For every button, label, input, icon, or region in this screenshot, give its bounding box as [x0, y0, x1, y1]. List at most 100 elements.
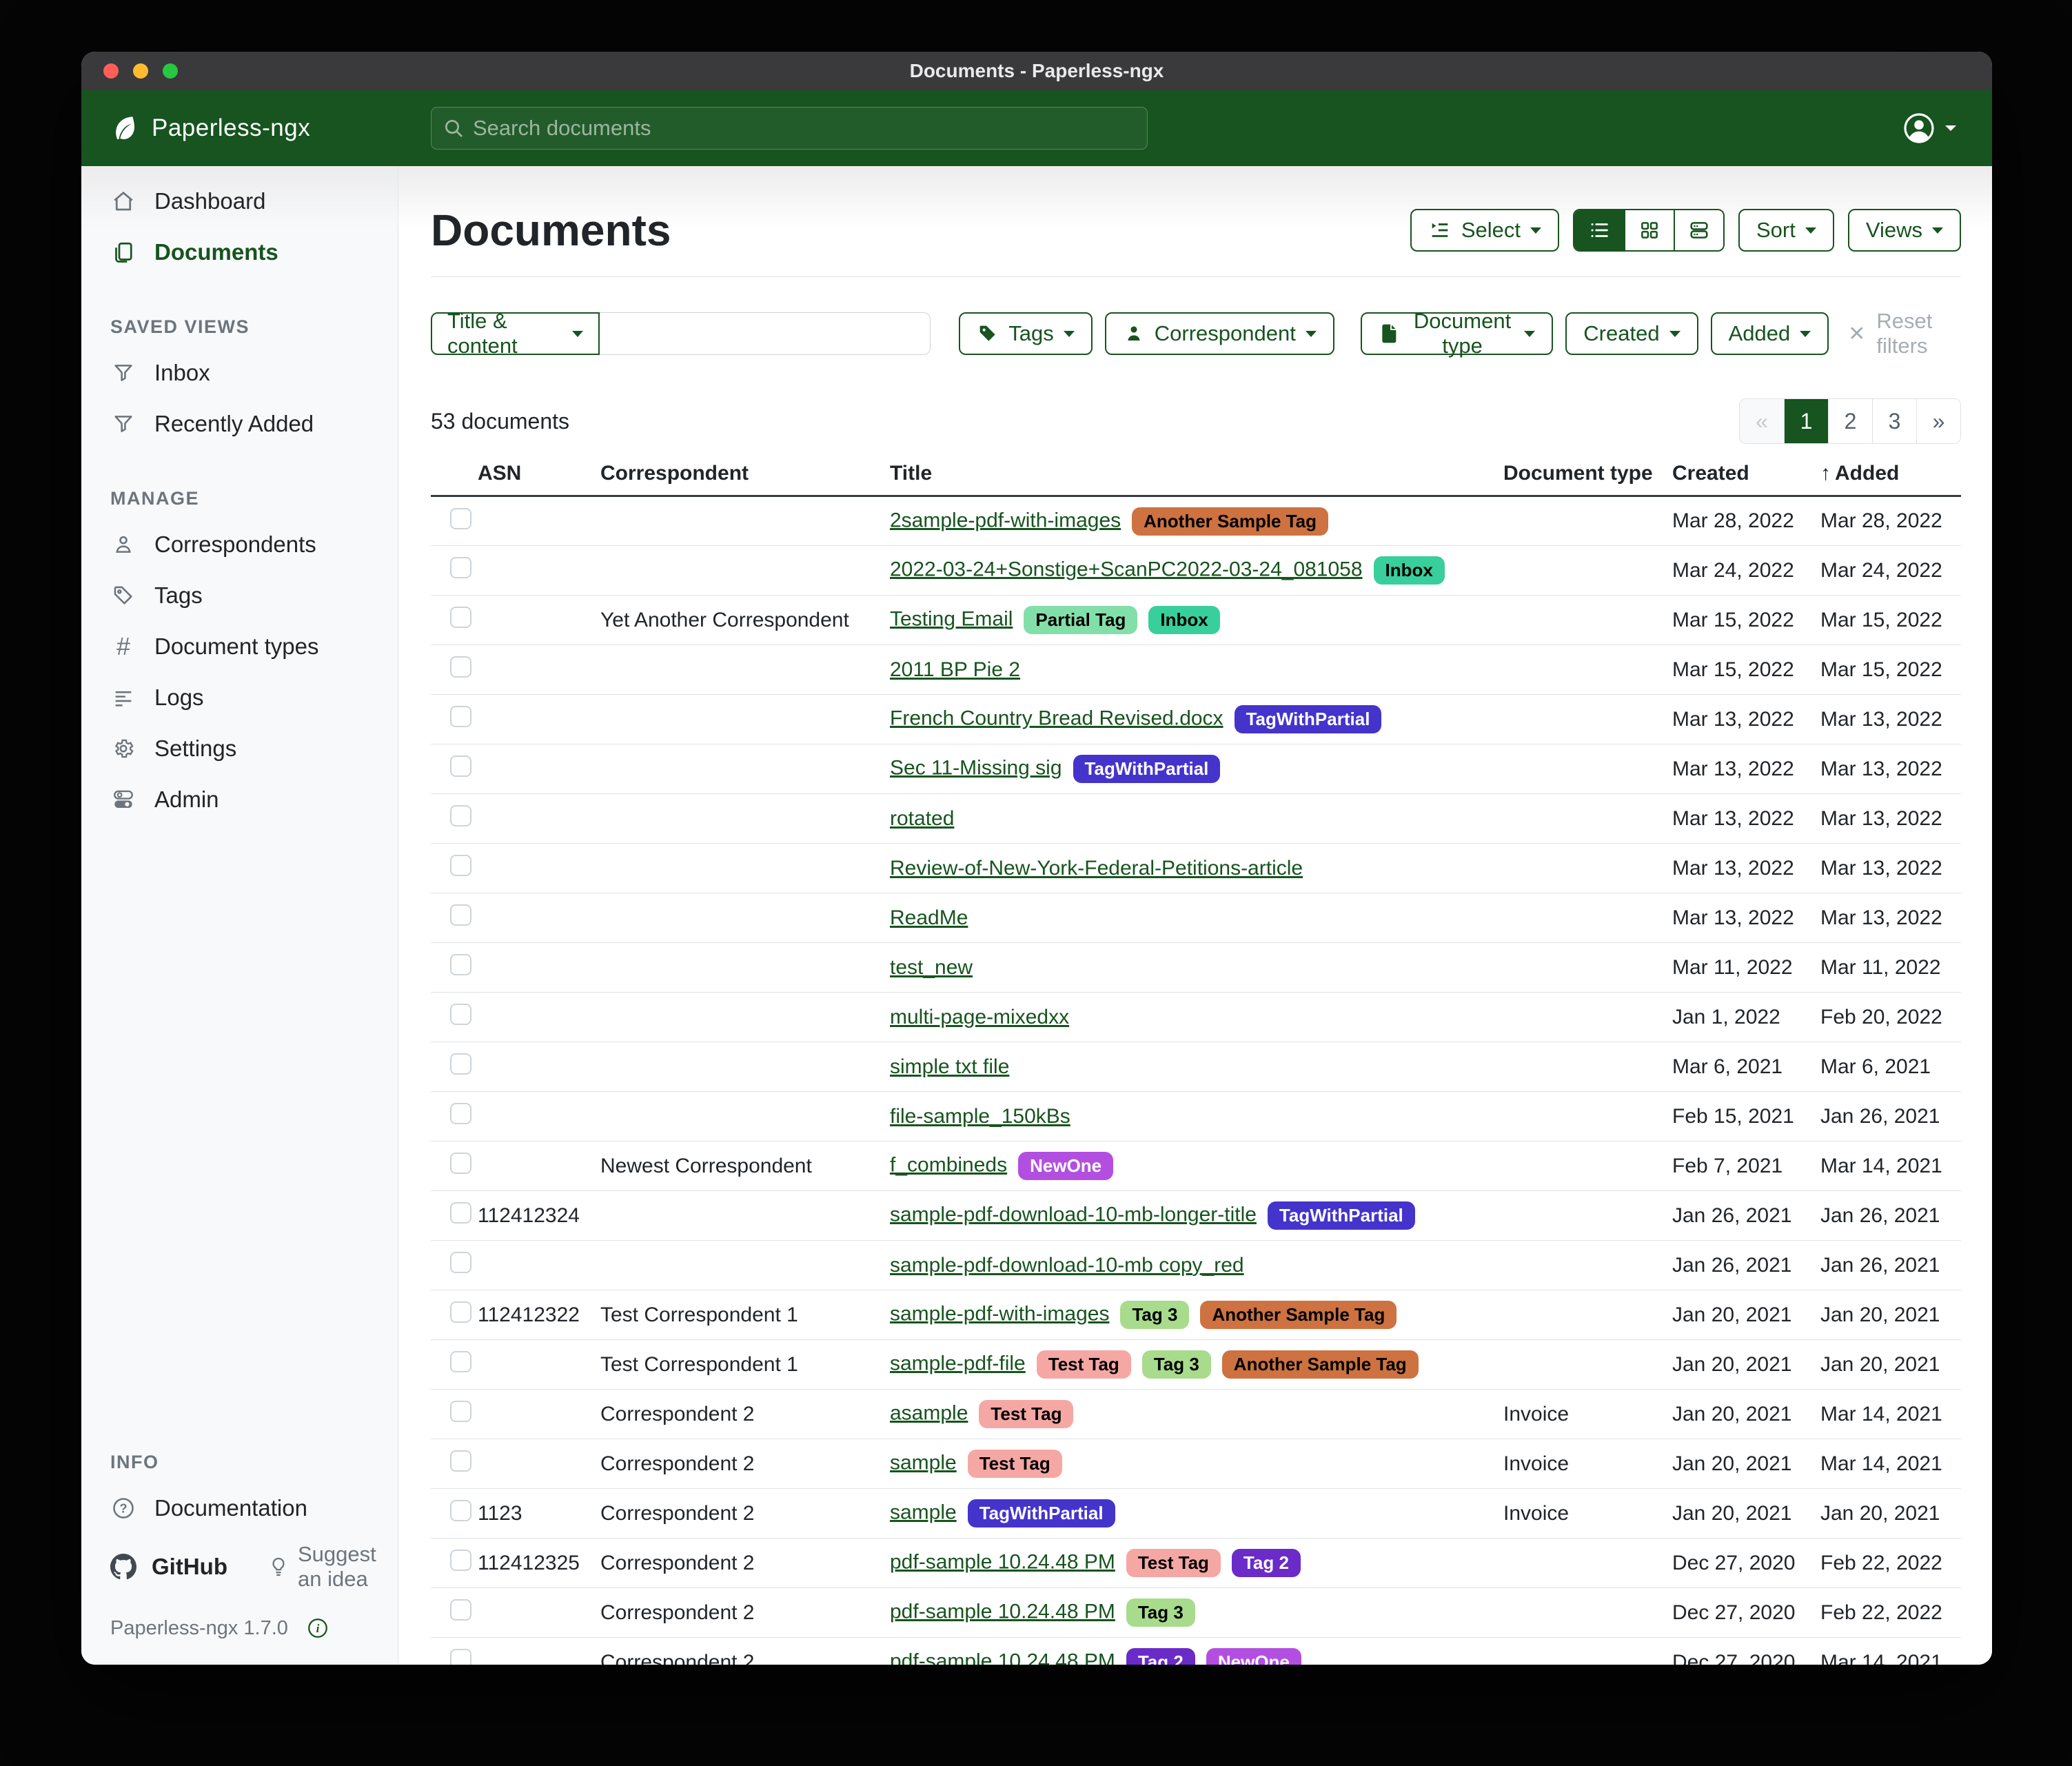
row-checkbox[interactable] — [450, 557, 471, 578]
row-checkbox[interactable] — [450, 1053, 471, 1075]
tag-badge[interactable]: TagWithPartial — [1073, 755, 1221, 783]
sidebar-item-document-types[interactable]: # Document types — [81, 629, 398, 664]
brand[interactable]: Paperless-ngx — [81, 114, 310, 143]
row-checkbox[interactable] — [450, 656, 471, 678]
filter-text-input[interactable] — [600, 312, 931, 355]
tag-badge[interactable]: Test Tag — [979, 1400, 1074, 1428]
sidebar-item-recently-added[interactable]: Recently Added — [81, 407, 398, 441]
column-header-document-type[interactable]: Document type — [1499, 455, 1668, 497]
tag-badge[interactable]: Test Tag — [1126, 1549, 1221, 1577]
sidebar-item-admin[interactable]: Admin — [81, 782, 398, 817]
document-link[interactable]: sample — [890, 1501, 957, 1524]
tag-badge[interactable]: Tag 2 — [1231, 1549, 1301, 1577]
sidebar-item-correspondents[interactable]: Correspondents — [81, 527, 398, 562]
row-checkbox[interactable] — [450, 1004, 471, 1025]
detail-view-button[interactable] — [1674, 210, 1723, 250]
tag-badge[interactable]: Test Tag — [967, 1450, 1062, 1478]
document-link[interactable]: sample-pdf-with-images — [890, 1302, 1110, 1326]
row-checkbox[interactable] — [450, 1103, 471, 1124]
sidebar-item-documentation[interactable]: ? Documentation — [81, 1491, 398, 1525]
row-checkbox[interactable] — [450, 904, 471, 926]
tag-badge[interactable]: TagWithPartial — [1234, 705, 1382, 733]
document-link[interactable]: sample-pdf-download-10-mb-longer-title — [890, 1203, 1257, 1226]
tag-badge[interactable]: Partial Tag — [1024, 606, 1138, 634]
column-header-title[interactable]: Title — [886, 455, 1499, 497]
row-checkbox[interactable] — [450, 855, 471, 876]
tag-badge[interactable]: TagWithPartial — [1267, 1201, 1415, 1230]
created-filter-button[interactable]: Created — [1565, 312, 1698, 355]
document-link[interactable]: sample-pdf-file — [890, 1352, 1026, 1375]
pagination-button[interactable]: 1 — [1784, 399, 1828, 443]
sidebar-item-inbox[interactable]: Inbox — [81, 356, 398, 390]
column-header-created[interactable]: Created — [1668, 455, 1816, 497]
row-checkbox[interactable] — [450, 706, 471, 727]
grid-view-button[interactable] — [1624, 210, 1674, 250]
select-button[interactable]: Select — [1410, 209, 1559, 252]
views-button[interactable]: Views — [1847, 209, 1961, 252]
document-link[interactable]: ReadMe — [890, 906, 968, 929]
sidebar-item-logs[interactable]: Logs — [81, 680, 398, 715]
row-checkbox[interactable] — [450, 1401, 471, 1422]
document-link[interactable]: Review-of-New-York-Federal-Petitions-art… — [890, 856, 1303, 880]
row-checkbox[interactable] — [450, 1550, 471, 1571]
document-link[interactable]: French Country Bread Revised.docx — [890, 707, 1223, 730]
document-link[interactable]: Sec 11-Missing sig — [890, 756, 1062, 780]
minimize-window-button[interactable] — [133, 63, 148, 79]
document-link[interactable]: pdf-sample 10.24.48 PM — [890, 1550, 1115, 1574]
sidebar-item-settings[interactable]: Settings — [81, 731, 398, 766]
document-link[interactable]: multi-page-mixedxx — [890, 1005, 1070, 1028]
sidebar-item-documents[interactable]: Documents — [81, 235, 398, 270]
search-input[interactable] — [473, 116, 1136, 141]
column-header-added[interactable]: ↑ Added — [1816, 455, 1961, 497]
row-checkbox[interactable] — [450, 805, 471, 826]
user-menu[interactable] — [1902, 90, 1956, 166]
document-link[interactable]: simple txt file — [890, 1055, 1010, 1078]
tag-badge[interactable]: Another Sample Tag — [1221, 1350, 1419, 1379]
tags-filter-button[interactable]: Tags — [959, 312, 1093, 355]
info-circle-icon[interactable]: i — [306, 1616, 329, 1640]
tag-badge[interactable]: Another Sample Tag — [1200, 1301, 1397, 1329]
tag-badge[interactable]: Tag 3 — [1141, 1350, 1211, 1379]
tag-badge[interactable]: Inbox — [1148, 606, 1220, 634]
title-content-dropdown[interactable]: Title & content — [431, 309, 600, 358]
zoom-window-button[interactable] — [163, 63, 178, 79]
document-link[interactable]: pdf-sample 10.24.48 PM — [890, 1600, 1115, 1623]
row-checkbox[interactable] — [450, 954, 471, 975]
tag-badge[interactable]: TagWithPartial — [967, 1499, 1115, 1528]
column-header-correspondent[interactable]: Correspondent — [596, 455, 886, 497]
document-link[interactable]: file-sample_150kBs — [890, 1104, 1070, 1128]
row-checkbox[interactable] — [450, 1500, 471, 1521]
sidebar-item-github[interactable]: GitHub — [110, 1554, 227, 1580]
list-view-button[interactable] — [1574, 210, 1624, 250]
document-link[interactable]: 2sample-pdf-with-images — [890, 508, 1121, 531]
document-link[interactable]: f_combineds — [890, 1153, 1008, 1177]
row-checkbox[interactable] — [450, 1252, 471, 1273]
row-checkbox[interactable] — [450, 1599, 471, 1621]
column-header-asn[interactable]: ASN — [474, 455, 596, 497]
row-checkbox[interactable] — [450, 1202, 471, 1224]
row-checkbox[interactable] — [450, 507, 471, 529]
document-link[interactable]: asample — [890, 1401, 968, 1425]
row-checkbox[interactable] — [450, 1450, 471, 1472]
correspondent-filter-button[interactable]: Correspondent — [1104, 312, 1334, 355]
document-link[interactable]: sample — [890, 1451, 957, 1474]
pagination-button[interactable]: 3 — [1872, 399, 1916, 443]
row-checkbox[interactable] — [450, 1351, 471, 1372]
document-link[interactable]: test_new — [890, 955, 973, 979]
tag-badge[interactable]: Tag 3 — [1120, 1301, 1190, 1329]
tag-badge[interactable]: Another Sample Tag — [1132, 507, 1329, 536]
tag-badge[interactable]: Tag 2 — [1126, 1648, 1195, 1665]
document-link[interactable]: 2022-03-24+Sonstige+ScanPC2022-03-24_081… — [890, 558, 1363, 581]
sidebar-item-dashboard[interactable]: Dashboard — [81, 184, 398, 219]
row-checkbox[interactable] — [450, 755, 471, 777]
document-link[interactable]: 2011 BP Pie 2 — [890, 658, 1021, 681]
row-checkbox[interactable] — [450, 1649, 471, 1665]
tag-badge[interactable]: NewOne — [1018, 1152, 1114, 1180]
row-checkbox[interactable] — [450, 607, 471, 628]
document-link[interactable]: rotated — [890, 806, 955, 830]
document-link[interactable]: sample-pdf-download-10-mb copy_red — [890, 1253, 1244, 1277]
document-type-filter-button[interactable]: Document type — [1360, 309, 1554, 358]
row-checkbox[interactable] — [450, 1301, 471, 1323]
close-window-button[interactable] — [103, 63, 119, 79]
pagination-button[interactable]: » — [1916, 399, 1960, 443]
